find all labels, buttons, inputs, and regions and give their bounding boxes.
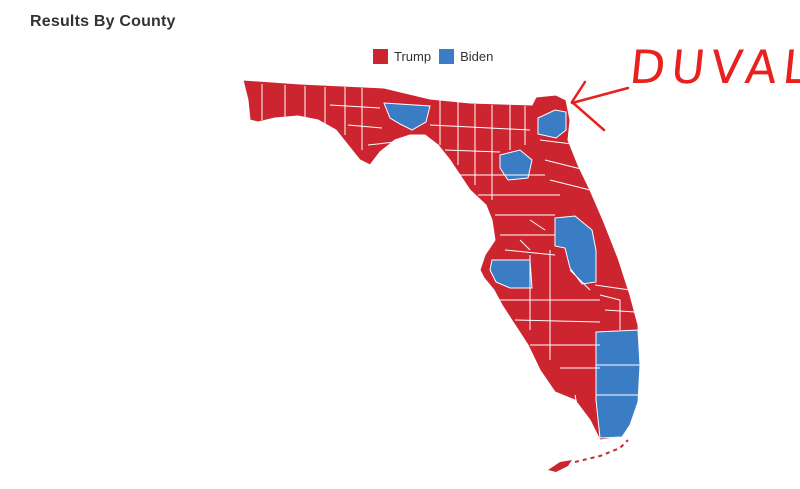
florida-keys bbox=[548, 460, 572, 472]
county-leon-gadsden[interactable] bbox=[383, 102, 431, 131]
page-title: Results By County bbox=[30, 13, 176, 30]
county-borders bbox=[261, 84, 640, 421]
florida-keys-dashes bbox=[574, 439, 629, 463]
legend-label-trump: Trump bbox=[394, 49, 432, 64]
county-orange-seminole-osceola[interactable] bbox=[554, 215, 597, 285]
legend-item-biden[interactable]: Biden bbox=[439, 49, 493, 64]
map-legend: Trump Biden bbox=[373, 49, 493, 64]
annotation-arrow bbox=[570, 80, 630, 132]
county-palm-beach-broward-miami-dade[interactable] bbox=[595, 329, 641, 439]
legend-label-biden: Biden bbox=[460, 49, 494, 64]
annotation-text: DUVAL bbox=[627, 40, 800, 94]
legend-swatch-trump bbox=[373, 49, 388, 64]
legend-swatch-biden bbox=[439, 49, 455, 64]
legend-item-trump[interactable]: Trump bbox=[373, 49, 431, 64]
florida-state-shape bbox=[242, 79, 641, 441]
county-duval[interactable] bbox=[537, 109, 567, 139]
county-alachua[interactable] bbox=[499, 149, 533, 181]
